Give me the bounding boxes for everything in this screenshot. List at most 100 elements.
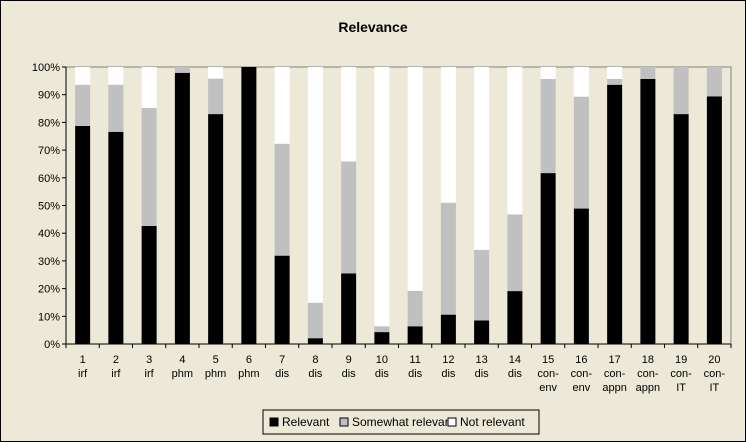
- x-tick-label-group: con-: [604, 368, 626, 380]
- x-tick-label-group: irf: [78, 368, 88, 380]
- x-tick-label-group: irf: [145, 368, 155, 380]
- x-tick-label-number: 5: [213, 354, 219, 366]
- bar-segment-relevant-2: [108, 131, 124, 344]
- x-tick-label-group: dis: [441, 368, 456, 380]
- x-tick-label-group: dis: [308, 368, 323, 380]
- y-tick-label: 60%: [38, 173, 60, 185]
- x-tick-label-group: phm: [205, 368, 226, 380]
- bar-segment-relevant-3: [141, 226, 157, 344]
- bar-segment-relevant-16: [573, 208, 589, 344]
- x-tick-label-group: phm: [238, 368, 259, 380]
- x-tick-label-group-cont: IT: [709, 382, 719, 394]
- bar-segment-somewhat-relevant-9: [341, 161, 357, 274]
- x-tick-label-group: dis: [342, 368, 357, 380]
- x-tick-label-group: irf: [111, 368, 121, 380]
- y-tick-label: 80%: [38, 117, 60, 129]
- bar-segment-somewhat-relevant-14: [507, 214, 523, 292]
- bar-segment-somewhat-relevant-19: [673, 67, 689, 115]
- x-tick-label-group: phm: [172, 368, 193, 380]
- bar-segment-somewhat-relevant-2: [108, 84, 124, 132]
- bar-segment-somewhat-relevant-5: [208, 78, 224, 115]
- bar-segment-not-relevant-7: [274, 67, 290, 144]
- bar-segment-somewhat-relevant-3: [141, 108, 157, 226]
- x-tick-label-number: 8: [312, 354, 318, 366]
- x-tick-label-group: dis: [475, 368, 490, 380]
- x-tick-label-number: 17: [609, 354, 621, 366]
- x-tick-label-number: 14: [509, 354, 521, 366]
- bar-segment-not-relevant-16: [573, 67, 589, 97]
- bar-segment-relevant-5: [208, 114, 224, 344]
- bar-segment-somewhat-relevant-16: [573, 96, 589, 209]
- legend: Relevant Somewhat relevant Not relevant: [262, 409, 540, 435]
- x-tick-label-number: 19: [675, 354, 687, 366]
- x-tick-label-group: con-: [537, 368, 559, 380]
- bar-segment-somewhat-relevant-7: [274, 143, 290, 256]
- legend-swatch-not-relevant: [447, 417, 457, 427]
- bar-segment-not-relevant-9: [341, 67, 357, 162]
- x-tick-label-number: 12: [442, 354, 454, 366]
- y-axis: 0% 10% 20% 30% 40% 50% 60% 70% 80% 90% 100%: [32, 62, 67, 351]
- bar-segment-somewhat-relevant-11: [407, 290, 423, 327]
- x-tick-label-number: 15: [542, 354, 554, 366]
- x-tick-label-number: 1: [80, 354, 86, 366]
- bar-segment-relevant-12: [440, 314, 456, 344]
- x-tick-label-number: 4: [179, 354, 185, 366]
- x-tick-label-group: dis: [375, 368, 390, 380]
- bar-segment-not-relevant-13: [474, 67, 490, 250]
- bar-segment-not-relevant-10: [374, 67, 390, 327]
- x-tick-label-group: con-: [571, 368, 593, 380]
- x-tick-label-group: con-: [637, 368, 659, 380]
- bar-segment-somewhat-relevant-18: [640, 67, 656, 79]
- x-tick-label-number: 18: [642, 354, 654, 366]
- y-tick-label: 10%: [38, 311, 60, 323]
- bar-segment-relevant-13: [474, 320, 490, 344]
- legend-label-somewhat-relevant: Somewhat relevant: [352, 415, 455, 429]
- x-axis: 1 irf 2 irf 3 irf 4 phm 5 phm 6 phm 7 dis 8 dis 9 dis 10 di…: [65, 343, 732, 394]
- bar-segment-somewhat-relevant-15: [540, 78, 556, 174]
- bar-segment-not-relevant-15: [540, 67, 556, 79]
- bar-segment-not-relevant-17: [607, 67, 623, 79]
- bar-segment-relevant-8: [307, 338, 323, 344]
- y-tick-label: 30%: [38, 256, 60, 268]
- bar-segment-not-relevant-12: [440, 67, 456, 203]
- bar-segment-relevant-18: [640, 78, 656, 344]
- bar-segment-not-relevant-5: [208, 67, 224, 79]
- bar-segment-somewhat-relevant-10: [374, 326, 390, 333]
- y-tick-label: 0%: [44, 339, 60, 351]
- bar-segment-relevant-6: [241, 67, 257, 344]
- bar-segment-not-relevant-8: [307, 67, 323, 303]
- bar-segment-not-relevant-11: [407, 67, 423, 291]
- bar-segment-somewhat-relevant-20: [706, 67, 722, 97]
- chart-title: Relevance: [338, 19, 407, 35]
- bar-segment-not-relevant-14: [507, 67, 523, 215]
- bar-segment-relevant-15: [540, 173, 556, 344]
- x-tick-label-group: dis: [508, 368, 523, 380]
- bar-segment-relevant-1: [75, 126, 91, 344]
- y-tick-label: 20%: [38, 284, 60, 296]
- bar-segment-not-relevant-1: [75, 67, 91, 85]
- bar-segment-somewhat-relevant-1: [75, 84, 91, 126]
- bar-segment-relevant-19: [673, 114, 689, 344]
- x-tick-label-group-cont: appn: [636, 382, 660, 394]
- bars-group: [75, 67, 722, 344]
- x-tick-label-number: 11: [409, 354, 420, 366]
- legend-label-not-relevant: Not relevant: [460, 415, 525, 429]
- legend-swatch-relevant: [269, 417, 279, 427]
- x-tick-label-number: 3: [146, 354, 152, 366]
- bar-segment-somewhat-relevant-17: [607, 78, 623, 85]
- bar-segment-relevant-4: [174, 72, 190, 344]
- plot-area: [65, 66, 732, 345]
- x-tick-label-number: 13: [476, 354, 488, 366]
- y-tick-label: 90%: [38, 90, 60, 102]
- x-tick-label-group: con-: [670, 368, 692, 380]
- bar-segment-relevant-7: [274, 255, 290, 344]
- legend-label-relevant: Relevant: [282, 415, 330, 429]
- x-tick-label-group-cont: appn: [602, 382, 626, 394]
- x-tick-label-group: dis: [275, 368, 290, 380]
- x-tick-label-group-cont: IT: [676, 382, 686, 394]
- x-tick-label-number: 2: [113, 354, 119, 366]
- x-tick-label-group-cont: env: [573, 382, 591, 394]
- x-tick-label-number: 20: [708, 354, 720, 366]
